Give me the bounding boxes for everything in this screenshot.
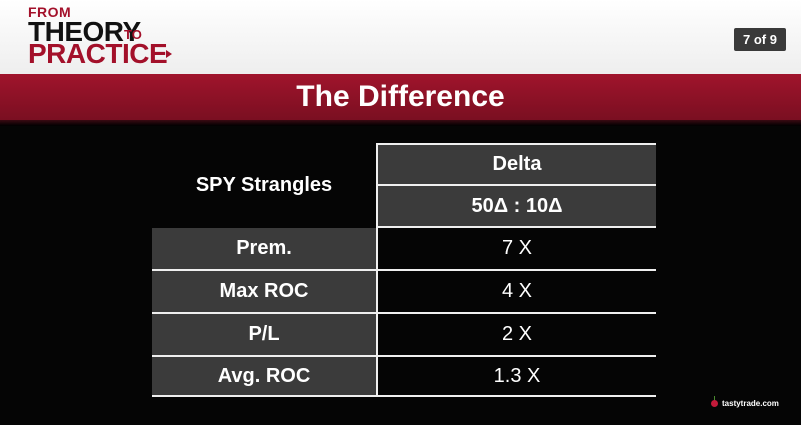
table-corner-label: SPY Strangles bbox=[152, 143, 378, 228]
row-label-premium: Prem. bbox=[152, 228, 378, 271]
tastytrade-logo: tastytrade.com bbox=[711, 396, 801, 417]
row-label-avg-roc: Avg. ROC bbox=[152, 357, 378, 397]
slide-title: The Difference bbox=[0, 74, 801, 120]
row-label-max-roc: Max ROC bbox=[152, 271, 378, 314]
logo-from: FROM bbox=[28, 4, 72, 20]
footer-brand: tastytrade.com bbox=[722, 399, 779, 408]
column-subheader-ratio: 50Δ : 10Δ bbox=[378, 186, 656, 228]
header-bar: FROM THEORY TO PRACTICE 7 of 9 bbox=[0, 0, 801, 74]
row-label-pl: P/L bbox=[152, 314, 378, 357]
logo-practice: PRACTICE bbox=[28, 38, 168, 69]
logo-to: TO bbox=[124, 27, 142, 42]
row-value-pl: 2 X bbox=[378, 314, 656, 357]
play-arrow-icon bbox=[166, 50, 172, 58]
row-value-premium: 7 X bbox=[378, 228, 656, 271]
show-logo: FROM THEORY TO PRACTICE bbox=[2, 2, 192, 69]
column-header-delta: Delta bbox=[378, 143, 656, 186]
page-indicator: 7 of 9 bbox=[734, 28, 786, 51]
cherry-stem-icon bbox=[714, 396, 715, 401]
logo-theory: THEORY bbox=[28, 16, 141, 47]
cherry-icon bbox=[711, 400, 718, 407]
title-divider bbox=[0, 120, 801, 126]
row-value-max-roc: 4 X bbox=[378, 271, 656, 314]
row-value-avg-roc: 1.3 X bbox=[378, 357, 656, 397]
